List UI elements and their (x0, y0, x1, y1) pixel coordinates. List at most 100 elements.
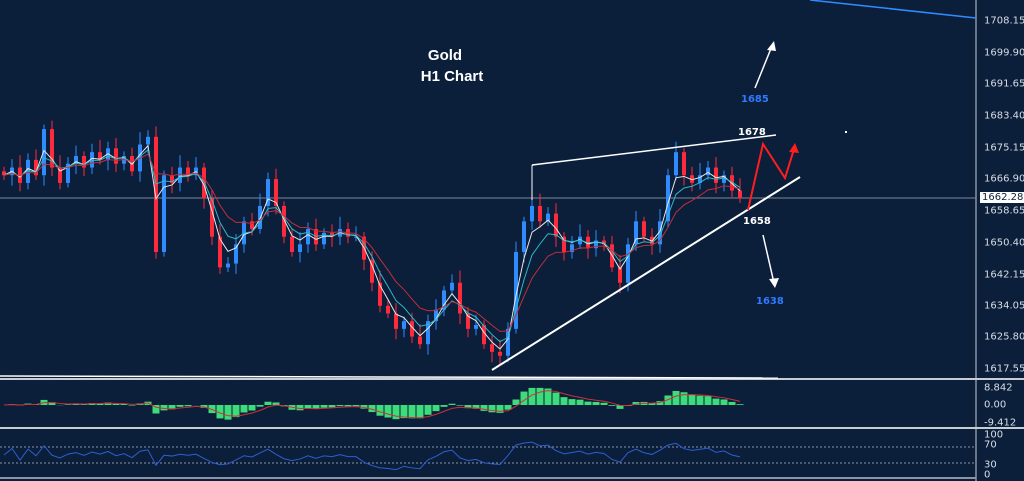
bear-candle (250, 221, 254, 229)
bear-candle (458, 282, 462, 314)
bull-candle (90, 152, 94, 168)
bear-candle (218, 236, 222, 268)
bear-candle (690, 175, 694, 183)
bull-candle (530, 205, 534, 222)
macd-histogram-bar (512, 399, 520, 405)
bull-candle (402, 321, 406, 329)
macd-histogram-bar (104, 402, 112, 405)
macd-histogram-bar (584, 401, 592, 405)
bear-candle (394, 313, 398, 329)
bear-candle (386, 305, 390, 314)
macd-histogram-bar (176, 405, 184, 407)
macd-histogram-bar (560, 397, 568, 405)
macd-histogram-bar (504, 405, 512, 410)
bull-candle (442, 290, 446, 310)
macd-histogram-bar (200, 405, 208, 408)
bull-candle (178, 167, 182, 183)
macd-histogram-bar (728, 401, 736, 405)
macd-histogram-bar (248, 405, 256, 411)
bull-candle (258, 205, 262, 229)
macd-histogram-bar (480, 405, 488, 411)
macd-histogram-bar (424, 405, 432, 415)
bull-candle (298, 244, 302, 253)
bull-candle (162, 175, 166, 253)
axis-tick-label: 70 (984, 439, 997, 451)
macd-histogram-bar (336, 405, 344, 407)
bull-candle (74, 156, 78, 164)
bear-candle (58, 167, 62, 183)
macd-histogram-bar (312, 405, 320, 410)
macd-histogram-bar (240, 405, 248, 413)
macd-histogram-bar (552, 392, 560, 405)
bull-candle (266, 179, 270, 206)
bull-candle (698, 175, 702, 183)
axis-tick-label: 1658.65 (984, 205, 1024, 217)
macd-histogram-bar (296, 405, 304, 411)
label-target-up: 1685 (741, 94, 769, 105)
axis-tick-label: 1683.40 (984, 110, 1024, 122)
bear-candle (114, 148, 118, 164)
ma-slow-line (3, 153, 741, 332)
dot-marker (845, 131, 847, 133)
macd-histogram-bar (168, 405, 176, 410)
bull-candle (42, 129, 46, 176)
bear-candle (618, 267, 622, 283)
macd-histogram-bar (368, 405, 376, 413)
axis-tick-label: 1642.15 (984, 269, 1024, 280)
wedge-upper-line (531, 134, 777, 166)
macd-histogram-bar (416, 405, 424, 419)
macd-histogram-bar (224, 405, 232, 420)
macd-histogram-bar (528, 387, 536, 405)
bear-candle (378, 282, 382, 306)
bear-candle (282, 205, 286, 237)
axis-tick-label: 1699.90 (984, 47, 1024, 59)
macd-histogram-bar (272, 402, 280, 405)
bull-candle (514, 252, 518, 329)
macd-histogram-bar (496, 405, 504, 413)
chart-title-timeframe: H1 Chart (420, 68, 484, 85)
bear-candle (186, 167, 190, 176)
macd-histogram-bar (328, 405, 336, 408)
bear-candle (34, 159, 38, 176)
down-arrowhead (769, 278, 779, 288)
bear-candle (50, 129, 54, 168)
bull-candle (474, 325, 478, 329)
macd-histogram-bar (432, 405, 440, 412)
down-arrow (762, 234, 775, 284)
macd-histogram-bar (616, 405, 624, 409)
bear-candle (682, 152, 686, 176)
bull-candle (322, 232, 326, 245)
macd-histogram-bar (592, 401, 600, 405)
macd-histogram-bar (320, 405, 328, 408)
label-target-down: 1638 (756, 296, 784, 307)
axis-tick-label: 1666.90 (984, 173, 1024, 185)
macd-histogram-bar (360, 405, 368, 409)
macd-signal-line (3, 390, 741, 419)
rsi-line (3, 441, 741, 471)
bull-candle (234, 244, 238, 264)
bear-candle (498, 351, 502, 356)
bull-candle (146, 136, 150, 145)
macd-histogram-bar (128, 405, 136, 406)
macd-histogram-bar (520, 391, 528, 405)
macd-histogram-bar (696, 395, 704, 405)
macd-histogram-bar (664, 395, 672, 405)
bull-candle (634, 221, 638, 245)
axis-tick-label: -9.412 (984, 417, 1017, 429)
projection-arrow (747, 141, 796, 211)
macd-histogram-bar (464, 405, 472, 409)
macd-histogram-bar (544, 388, 552, 405)
macd-histogram-bar (216, 405, 224, 419)
macd-histogram-bar (720, 399, 728, 405)
bull-candle (450, 282, 454, 291)
up-arrowhead (767, 41, 776, 51)
macd-histogram-bar (152, 405, 160, 414)
macd-histogram-bar (400, 405, 408, 419)
macd-histogram-bar (376, 405, 384, 416)
macd-histogram-bar (608, 405, 616, 406)
macd-histogram-bar (120, 403, 128, 405)
macd-histogram-bar (384, 405, 392, 418)
bull-candle (546, 213, 550, 222)
bear-candle (466, 313, 470, 329)
bear-candle (210, 198, 214, 237)
